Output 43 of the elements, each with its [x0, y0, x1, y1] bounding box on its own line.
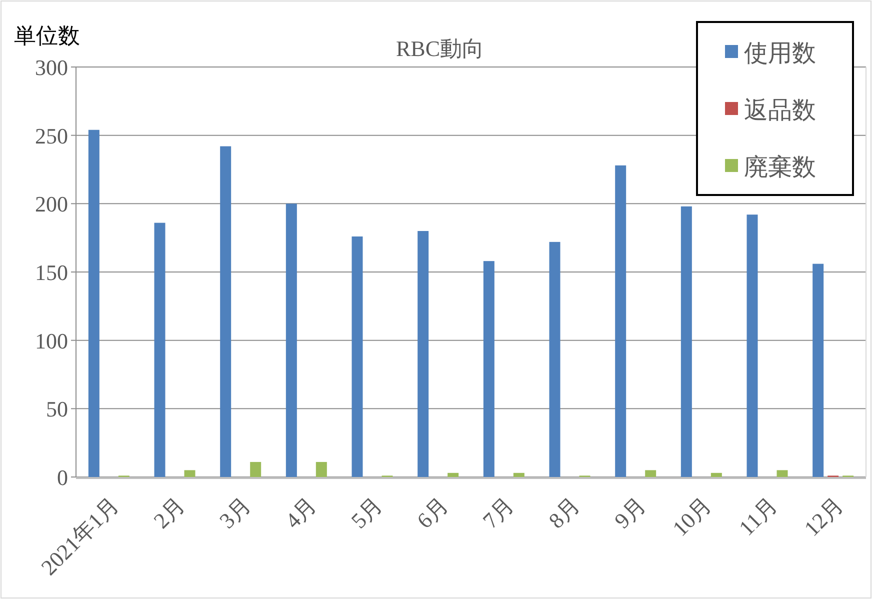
bar — [418, 231, 429, 477]
bar — [448, 472, 459, 477]
bar — [184, 470, 196, 477]
x-tick-label: 2月 — [148, 492, 190, 534]
bar — [776, 470, 788, 477]
x-tick-label: 4月 — [280, 492, 322, 534]
x-tick-label: 6月 — [412, 492, 453, 534]
bar — [746, 214, 758, 477]
bar — [316, 462, 327, 477]
y-axis-title: 単位数 — [14, 24, 80, 49]
bar — [645, 470, 656, 477]
bar — [220, 146, 232, 477]
bar — [710, 472, 722, 477]
bar — [680, 206, 692, 477]
legend-label: 廃棄数 — [744, 154, 816, 181]
x-tick-label: 9月 — [609, 492, 650, 534]
bar — [812, 264, 824, 477]
y-tick-label: 50 — [46, 396, 68, 422]
legend-label: 使用数 — [744, 41, 816, 67]
chart-title: RBC動向 — [396, 36, 484, 61]
bar — [615, 165, 626, 477]
bar — [549, 242, 560, 477]
y-tick-label: 300 — [35, 55, 68, 80]
y-tick-label: 150 — [35, 260, 68, 285]
bar — [250, 462, 262, 477]
y-tick-label: 100 — [35, 328, 68, 354]
x-tick-label: 7月 — [478, 492, 519, 534]
x-tick-label: 11月 — [734, 492, 782, 540]
x-tick-label: 10月 — [667, 492, 716, 541]
y-tick-label: 0 — [57, 465, 68, 490]
y-tick-label: 200 — [35, 192, 68, 217]
legend-label: 返品数 — [744, 97, 816, 124]
bar — [513, 472, 524, 477]
y-tick-label: 250 — [35, 123, 68, 148]
bar — [352, 236, 363, 477]
bar — [286, 204, 297, 477]
x-tick-label: 3月 — [214, 492, 256, 534]
bar — [88, 130, 100, 477]
bar — [483, 261, 494, 477]
bar — [154, 222, 166, 477]
x-tick-label: 12月 — [799, 492, 848, 541]
x-tick-label: 8月 — [544, 492, 585, 534]
x-tick-label: 5月 — [346, 492, 388, 534]
